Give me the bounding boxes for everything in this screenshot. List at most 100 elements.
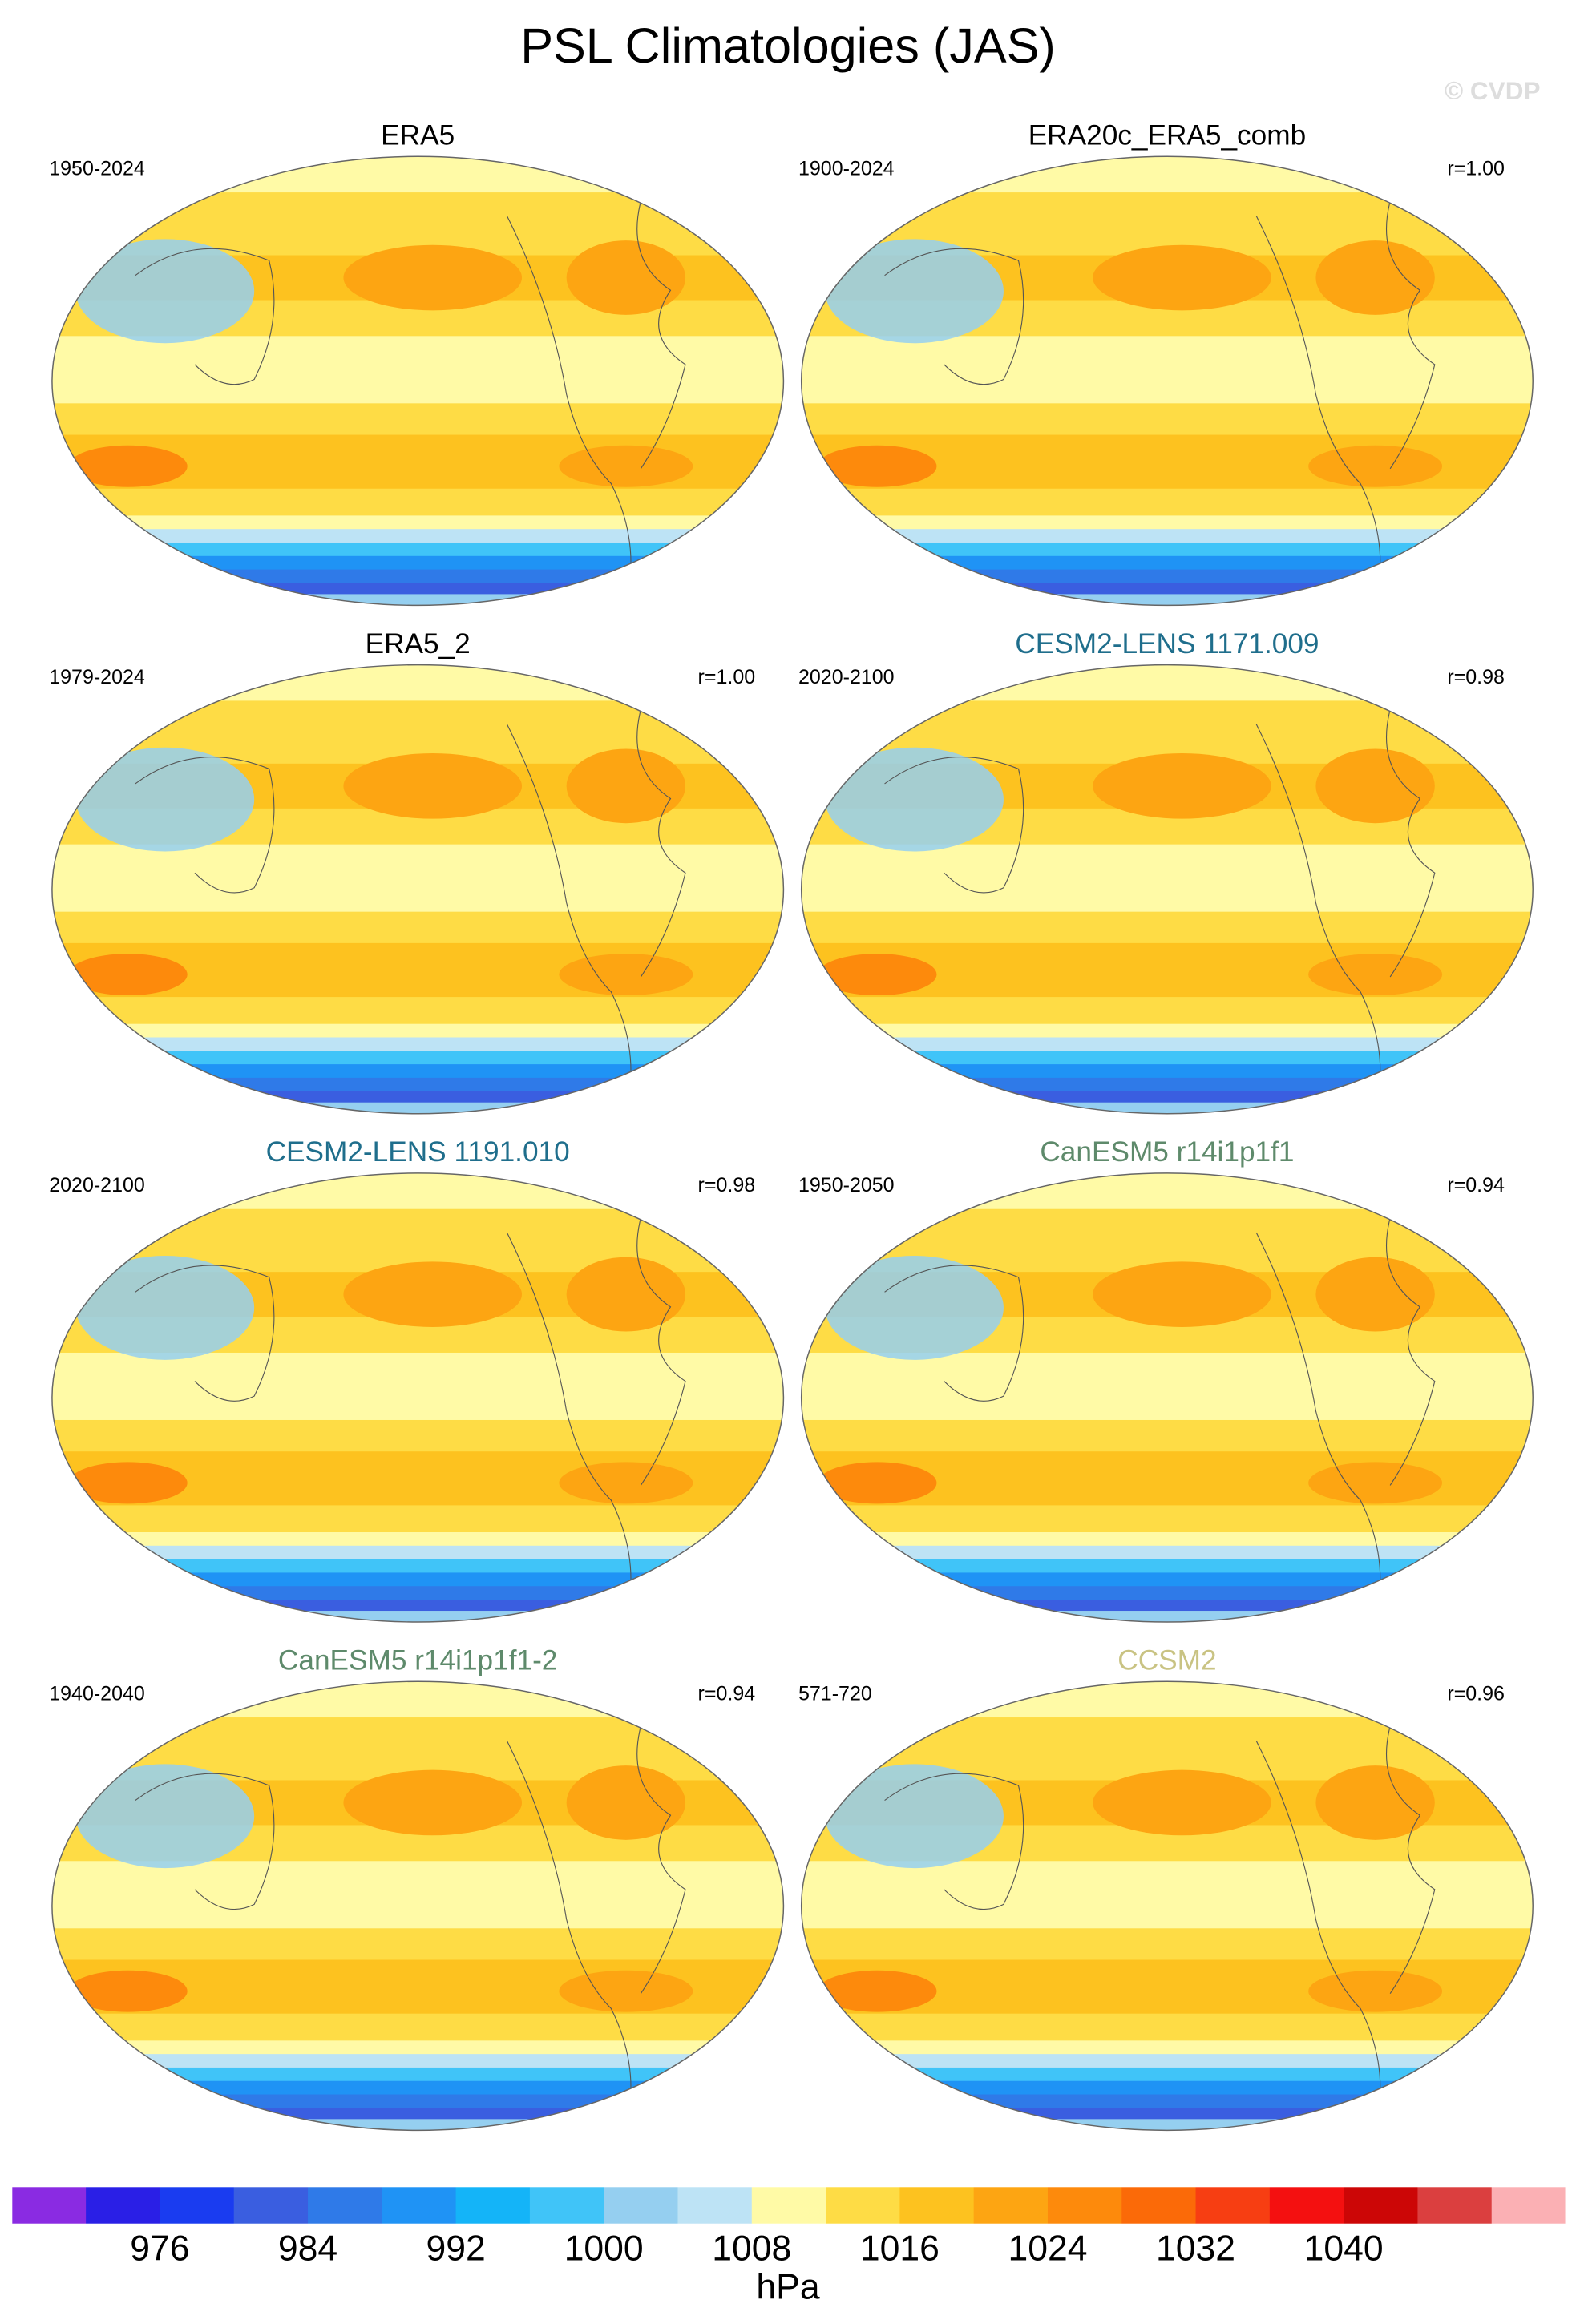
high-pressure — [68, 445, 188, 487]
coastline — [135, 709, 686, 1112]
map-panel: CESM2-LENS 1191.010 2020-2100 r=0.98 — [49, 1136, 785, 1623]
contour-band — [51, 515, 784, 531]
map-field — [51, 664, 784, 1114]
contour-band — [801, 555, 1534, 571]
contour-band — [801, 1023, 1534, 1039]
contour-band — [801, 1419, 1534, 1453]
contour-band — [801, 664, 1534, 702]
panel-title: ERA5 — [381, 119, 455, 151]
contour-band — [801, 1102, 1534, 1114]
contour-band — [801, 1064, 1534, 1079]
panel-title: CanESM5 r14i1p1f1-2 — [278, 1644, 557, 1676]
coastline — [135, 1217, 686, 1620]
contour-band — [801, 583, 1534, 595]
colorbar-tick-label: 1040 — [1304, 2229, 1384, 2268]
contour-band — [801, 2013, 1534, 2042]
map-panel: CanESM5 r14i1p1f1-2 1940-2040 r=0.94 — [49, 1644, 785, 2132]
colorbar-box — [86, 2186, 160, 2225]
contour-band — [51, 1172, 784, 1210]
panel-title: ERA20c_ERA5_comb — [1028, 119, 1307, 151]
colorbar-box — [455, 2186, 531, 2225]
map-field — [801, 156, 1534, 606]
map-border — [800, 1172, 1534, 1623]
contour-band — [51, 911, 784, 944]
map-border — [51, 155, 785, 607]
colorbar-box — [233, 2186, 309, 2225]
panel-correlation: r=0.98 — [698, 1174, 756, 1196]
contour-band — [51, 569, 784, 584]
contour-band — [801, 1172, 1534, 1210]
map-panel: ERA5 1950-2024 — [49, 119, 785, 607]
contour-band — [51, 555, 784, 571]
high-pressure — [343, 1769, 523, 1836]
contour-band — [51, 594, 784, 606]
contour-band — [801, 1545, 1534, 1560]
contour-band — [801, 1051, 1534, 1066]
contour-band — [51, 1051, 784, 1066]
high-pressure — [1308, 1970, 1443, 2012]
contour-band — [801, 515, 1534, 531]
panel-period: 571-720 — [798, 1683, 872, 1705]
contour-band — [801, 2067, 1534, 2082]
contour-band — [51, 1559, 784, 1574]
high-pressure — [559, 445, 693, 487]
contour-band — [51, 1077, 784, 1092]
contour-band — [51, 1037, 784, 1052]
map-border — [800, 664, 1534, 1115]
high-pressure — [1308, 445, 1443, 487]
contour-band — [51, 1352, 784, 1421]
map-border — [800, 1680, 1534, 2132]
contour-band — [51, 2054, 784, 2068]
contour-band — [801, 156, 1534, 194]
high-pressure — [566, 748, 686, 824]
coastline — [135, 1725, 686, 2128]
contour-band — [801, 529, 1534, 543]
colorbar-tick-label: 1016 — [860, 2229, 940, 2268]
low-pressure — [75, 1764, 255, 1869]
contour-band — [51, 1419, 784, 1453]
coastline — [884, 200, 1436, 603]
contour-band — [801, 569, 1534, 584]
panel-title: ERA5_2 — [366, 628, 471, 660]
panel-title: CESM2-LENS 1171.009 — [1015, 628, 1319, 660]
high-pressure — [1315, 1257, 1435, 1332]
map-field — [51, 156, 784, 606]
contour-band — [801, 1037, 1534, 1052]
copyright: © CVDP — [1445, 76, 1541, 105]
contour-band — [801, 1505, 1534, 1533]
high-pressure — [343, 1261, 523, 1327]
map-border — [800, 155, 1534, 607]
colorbar-box — [1344, 2186, 1418, 2225]
contour-band — [801, 844, 1534, 913]
map-field — [801, 1172, 1534, 1623]
contour-band — [801, 2080, 1534, 2096]
colorbar-tick-label: 1000 — [564, 2229, 644, 2268]
colorbar-tick-label: 992 — [426, 2229, 485, 2268]
contour-band — [51, 1928, 784, 1961]
contour-band — [51, 488, 784, 517]
contour-band — [51, 1681, 784, 1718]
contour-band — [51, 1532, 784, 1547]
colorbar-box — [677, 2186, 753, 2225]
contour-band — [801, 2119, 1534, 2131]
contour-band — [801, 1559, 1534, 1574]
contour-band — [51, 2094, 784, 2109]
high-pressure — [1308, 1462, 1443, 1504]
high-pressure — [818, 954, 937, 996]
high-pressure — [1093, 244, 1271, 311]
contour-band — [801, 1611, 1534, 1623]
panel-correlation: r=0.94 — [1447, 1174, 1505, 1196]
contour-band — [51, 664, 784, 702]
contour-band — [51, 2119, 784, 2131]
contour-band — [801, 2094, 1534, 2109]
panel-period: 1940-2040 — [49, 1683, 145, 1705]
colorbar-tick-label: 1024 — [1008, 2229, 1087, 2268]
high-pressure — [566, 1765, 686, 1840]
colorbar-box — [160, 2186, 235, 2225]
panel-correlation: r=0.96 — [1447, 1683, 1505, 1705]
coastline — [135, 200, 686, 603]
low-pressure — [825, 239, 1004, 344]
high-pressure — [343, 244, 523, 311]
contour-band — [801, 1586, 1534, 1600]
